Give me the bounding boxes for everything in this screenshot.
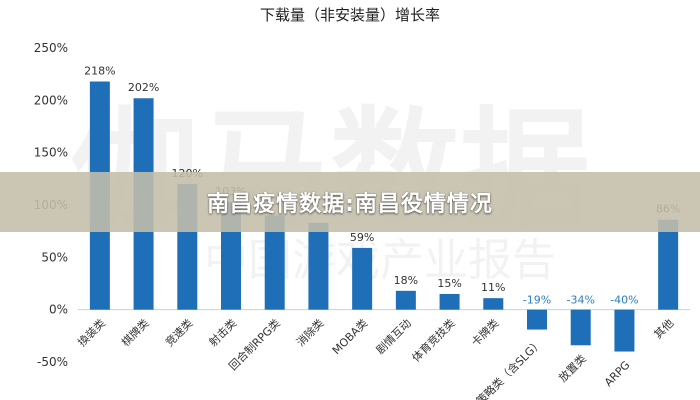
headline-text[interactable]: 南昌疫情数据:南昌役情情况	[207, 192, 493, 217]
data-label-6: 59%	[350, 231, 374, 244]
data-label-12: -40%	[610, 294, 638, 307]
category-label-0: 換装类	[75, 316, 108, 349]
data-label-1: 202%	[128, 81, 159, 94]
y-tick-label-5: 0%	[49, 303, 68, 317]
category-label-8: 体育竞技类	[409, 316, 458, 365]
chart-title: 下载量（非安装量）增长率	[260, 6, 440, 24]
bar-7	[395, 290, 416, 310]
category-label-12: ARPG	[602, 358, 633, 389]
bar-8	[439, 293, 460, 310]
category-label-3: 射击类	[206, 316, 239, 349]
bar-5	[308, 222, 329, 310]
data-label-9: 11%	[481, 281, 505, 294]
bar-13	[658, 219, 679, 310]
y-tick-label-2: 150%	[34, 146, 68, 160]
data-label-10: -19%	[523, 294, 551, 307]
data-label-11: -34%	[567, 294, 595, 307]
y-tick-label-1: 200%	[34, 93, 68, 107]
data-label-8: 15%	[437, 277, 461, 290]
category-label-2: 竞速类	[162, 316, 195, 349]
bar-10	[527, 309, 547, 330]
bar-6	[352, 247, 373, 310]
y-tick-label-0: 250%	[34, 41, 68, 55]
bar-11	[570, 309, 591, 346]
bar-9	[483, 298, 504, 310]
y-tick-label-6: -50%	[37, 355, 68, 369]
bar-12	[614, 309, 635, 352]
category-label-13: 其他	[652, 317, 677, 342]
data-label-7: 18%	[394, 274, 418, 287]
category-label-7: 剧情互动	[374, 317, 414, 357]
category-label-10: 策略类（含SLG）	[473, 336, 545, 400]
category-label-11: 放置类	[556, 351, 589, 384]
category-label-5: 消除类	[293, 316, 326, 349]
y-tick-label-4: 50%	[41, 250, 68, 264]
category-label-6: MOBA类	[329, 316, 370, 357]
category-label-9: 卡牌类	[468, 316, 501, 349]
data-label-0: 218%	[84, 64, 115, 77]
category-label-1: 棋牌类	[118, 316, 151, 349]
watermark-sub: 中国游戏产业报告	[204, 235, 556, 286]
headline-banner: 南昌疫情数据:南昌役情情况	[0, 172, 700, 232]
bar-4	[264, 215, 285, 310]
